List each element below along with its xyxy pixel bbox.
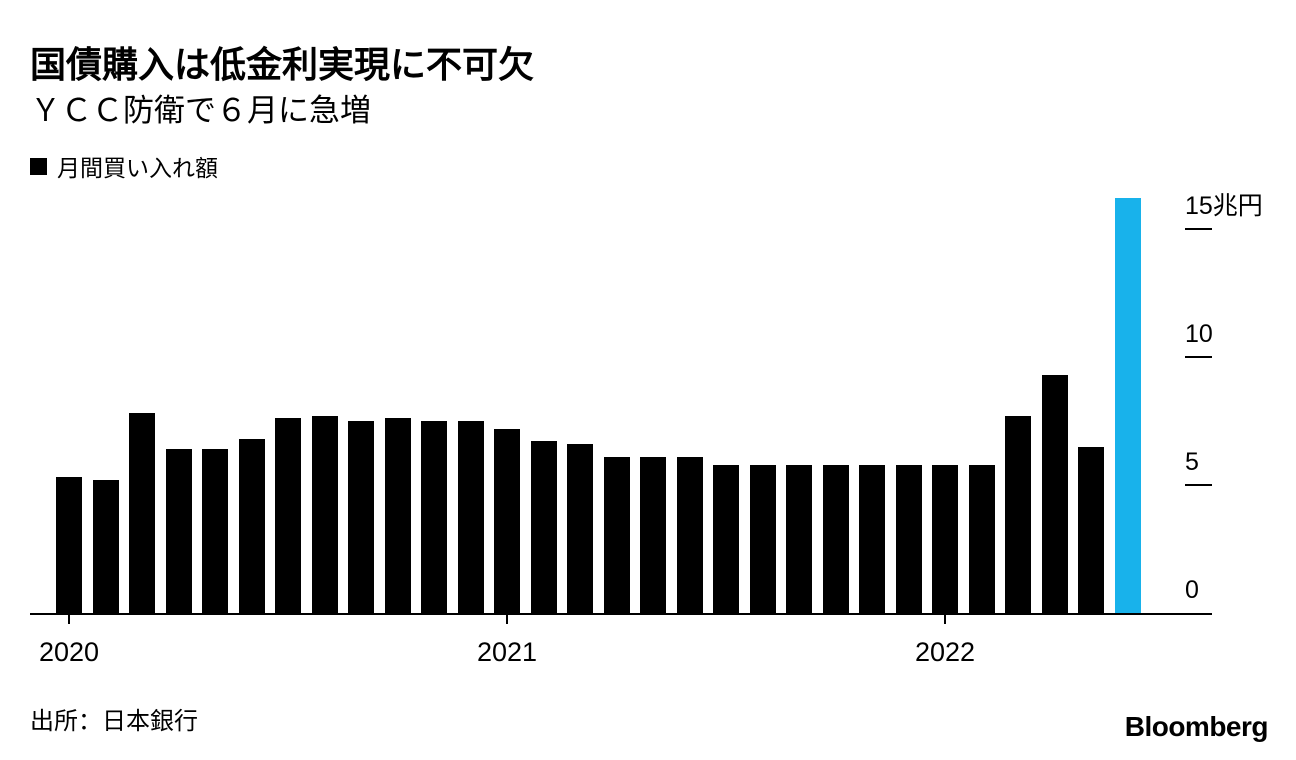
x-tick-mark-2022 xyxy=(944,615,946,624)
y-tick-label-15: 15兆円 xyxy=(1185,192,1263,220)
y-tick-mark-5 xyxy=(1185,484,1212,486)
y-tick-mark-15 xyxy=(1185,228,1212,230)
bar-2021-07 xyxy=(713,464,739,613)
bar-2021-05 xyxy=(640,456,666,613)
x-tick-label-2021: 2021 xyxy=(476,637,538,667)
x-tick-label-2020: 2020 xyxy=(38,637,100,667)
bar-2021-10 xyxy=(822,464,849,613)
bar-2020-10 xyxy=(384,418,411,613)
bar-2020-07 xyxy=(275,418,301,613)
bar-2022-01 xyxy=(932,464,958,613)
chart-title: 国債購入は低金利実現に不可欠 xyxy=(30,44,535,85)
y-tick-mark-10 xyxy=(1185,356,1212,358)
bar-2022-06 xyxy=(1114,198,1141,613)
bar-2021-11 xyxy=(859,464,885,613)
bar-2020-08 xyxy=(311,415,338,613)
bar-2020-06 xyxy=(238,438,265,613)
x-tick-label-2022: 2022 xyxy=(914,637,976,667)
x-tick-mark-2021 xyxy=(506,615,508,624)
chart-subtitle: ＹＣＣ防衛で６月に急増 xyxy=(30,93,371,128)
bar-2022-04 xyxy=(1041,374,1068,613)
bar-2022-02 xyxy=(968,464,995,613)
y-tick-label-0: 0 xyxy=(1185,576,1199,604)
x-axis-line xyxy=(30,613,1212,615)
bar-2022-03 xyxy=(1005,415,1031,613)
source-note: 出所：日本銀行 xyxy=(30,708,198,735)
x-tick-mark-2020 xyxy=(68,615,70,624)
bar-2020-03 xyxy=(129,413,155,613)
bar-2021-06 xyxy=(676,456,703,613)
bar-2021-09 xyxy=(786,464,812,613)
bar-2020-01 xyxy=(56,477,82,613)
y-tick-label-10: 10 xyxy=(1185,320,1213,348)
legend: 月間買い入れ額 xyxy=(30,149,218,183)
bar-2021-01 xyxy=(494,428,520,613)
bar-2020-05 xyxy=(202,449,228,613)
bar-2021-03 xyxy=(567,444,593,613)
bar-2020-12 xyxy=(457,421,484,613)
bar-2021-04 xyxy=(603,456,630,613)
bar-2020-04 xyxy=(165,449,192,613)
bar-2020-09 xyxy=(348,421,374,613)
legend-swatch-icon xyxy=(30,157,47,175)
bar-2020-02 xyxy=(92,479,119,613)
bar-2022-05 xyxy=(1078,446,1104,613)
bar-2021-08 xyxy=(749,464,776,613)
bloomberg-logo: Bloomberg xyxy=(1124,711,1269,742)
bar-2021-02 xyxy=(530,441,557,613)
bar-2020-11 xyxy=(421,421,447,613)
legend-label: 月間買い入れ額 xyxy=(57,155,218,181)
y-tick-label-5: 5 xyxy=(1185,448,1199,476)
bar-2021-12 xyxy=(895,464,922,613)
